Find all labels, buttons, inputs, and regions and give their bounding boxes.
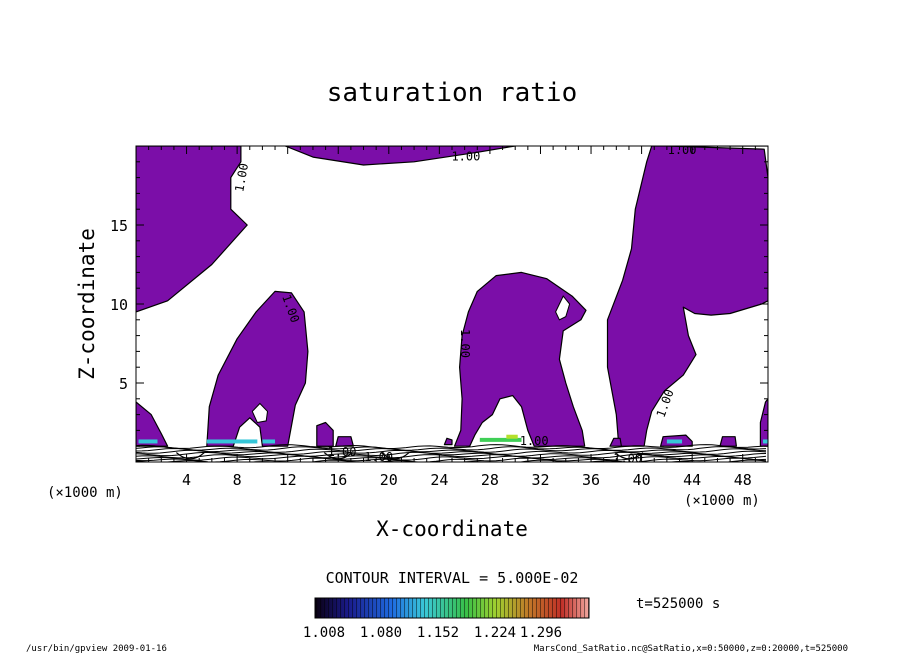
saturation-highlight-0 — [138, 439, 158, 444]
ground-dip-0 — [175, 452, 205, 460]
ground-contour-line-2 — [136, 455, 767, 461]
plot-area: 1.001.00 1.001.001.001.001.001.00 1.00 1.00… — [110, 143, 769, 489]
contour-region-blob-26 — [443, 437, 453, 446]
x-tick-label-1: 8 — [233, 471, 242, 489]
y-tick-label-0: 5 — [119, 375, 128, 393]
x-tick-label-7: 32 — [531, 471, 549, 489]
y-tick-label-1: 10 — [110, 296, 128, 314]
x-tick-label-4: 20 — [380, 471, 398, 489]
footer-right: MarsCond_SatRatio.nc@SatRatio,x=0:50000,… — [534, 644, 848, 654]
ground-contour-line-6 — [136, 447, 767, 453]
ground-dip-2 — [380, 452, 410, 460]
contour-hole-hole-34 — [555, 295, 571, 321]
saturation-highlight-3 — [479, 437, 522, 442]
x-unit-left: (×1000 m) — [47, 485, 123, 501]
saturation-highlight-6 — [762, 439, 768, 444]
contour-region-hump-30 — [453, 271, 587, 447]
contour-region-blob-16 — [335, 436, 354, 447]
contour-interval: CONTOUR INTERVAL = 5.000E-02 — [326, 569, 579, 587]
colorbar: 1.008 1.080 1.152 1.224 1.296 — [303, 597, 590, 641]
colorbar-stripes — [315, 598, 589, 618]
near-ground-contours — [136, 444, 767, 462]
saturation-highlight-1 — [206, 439, 258, 444]
contour-label-4: 1.00 — [458, 329, 472, 358]
contour-label-7: 1.00 — [328, 445, 357, 459]
colorbar-tick-0: 1.008 — [303, 625, 345, 641]
x-tick-label-6: 28 — [481, 471, 499, 489]
ground-contour-line-3 — [136, 453, 767, 459]
x-tick-label-9: 40 — [633, 471, 651, 489]
x-tick-label-2: 12 — [279, 471, 297, 489]
x-tick-label-11: 48 — [734, 471, 752, 489]
contour-label-9: 1.00 — [613, 451, 642, 465]
contour-region-top-right — [606, 146, 768, 447]
x-tick-label-0: 4 — [182, 471, 191, 489]
contour-region-blob-14 — [316, 421, 334, 447]
x-axis-label: X-coordinate — [376, 517, 528, 541]
contour-region-top-center — [284, 146, 516, 166]
saturation-highlight-4 — [506, 434, 518, 439]
ground-contour-line-8 — [136, 444, 767, 449]
time-label: t=525000 s — [636, 596, 720, 612]
contour-label-2: 1.00 — [668, 143, 697, 157]
saturation-highlight-2 — [262, 439, 276, 444]
colorbar-tick-1: 1.080 — [360, 625, 402, 641]
saturation-highlight-5 — [666, 439, 683, 444]
ground-contour-line-1 — [136, 457, 767, 462]
contour-label-0: 1.00 — [232, 162, 251, 193]
y-tick-label-2: 15 — [110, 217, 128, 235]
x-tick-label-3: 16 — [329, 471, 347, 489]
x-tick-label-10: 44 — [683, 471, 701, 489]
contour-label-1: 1.00 — [451, 150, 480, 164]
colorbar-tick-4: 1.296 — [520, 625, 562, 641]
contour-label-6: 1.00 — [520, 434, 549, 448]
chart-title: saturation ratio — [327, 78, 577, 108]
contour-hole-hole-10 — [251, 402, 269, 424]
ground-contour-line-5 — [136, 449, 767, 455]
ground-contour-line-4 — [136, 451, 767, 457]
contour-region-blob-46 — [719, 436, 738, 447]
ground-contour-line-7 — [136, 446, 767, 451]
contour-label-8: 1.00 — [364, 450, 393, 464]
x-unit-right: (×1000 m) — [684, 493, 760, 509]
colorbar-tick-2: 1.152 — [417, 625, 459, 641]
footer-left: /usr/bin/gpview 2009-01-16 — [26, 644, 167, 654]
contour-region-hump-10 — [206, 290, 309, 447]
contour-region-blob-38 — [609, 437, 623, 447]
y-axis-label: Z-coordinate — [75, 228, 99, 380]
colorbar-tick-3: 1.224 — [474, 625, 516, 641]
colorbar-frame — [314, 597, 590, 619]
contour-region-left-upper — [136, 146, 248, 313]
contour-region-left-edge-low — [136, 401, 169, 447]
x-tick-label-5: 24 — [430, 471, 448, 489]
x-tick-label-8: 36 — [582, 471, 600, 489]
